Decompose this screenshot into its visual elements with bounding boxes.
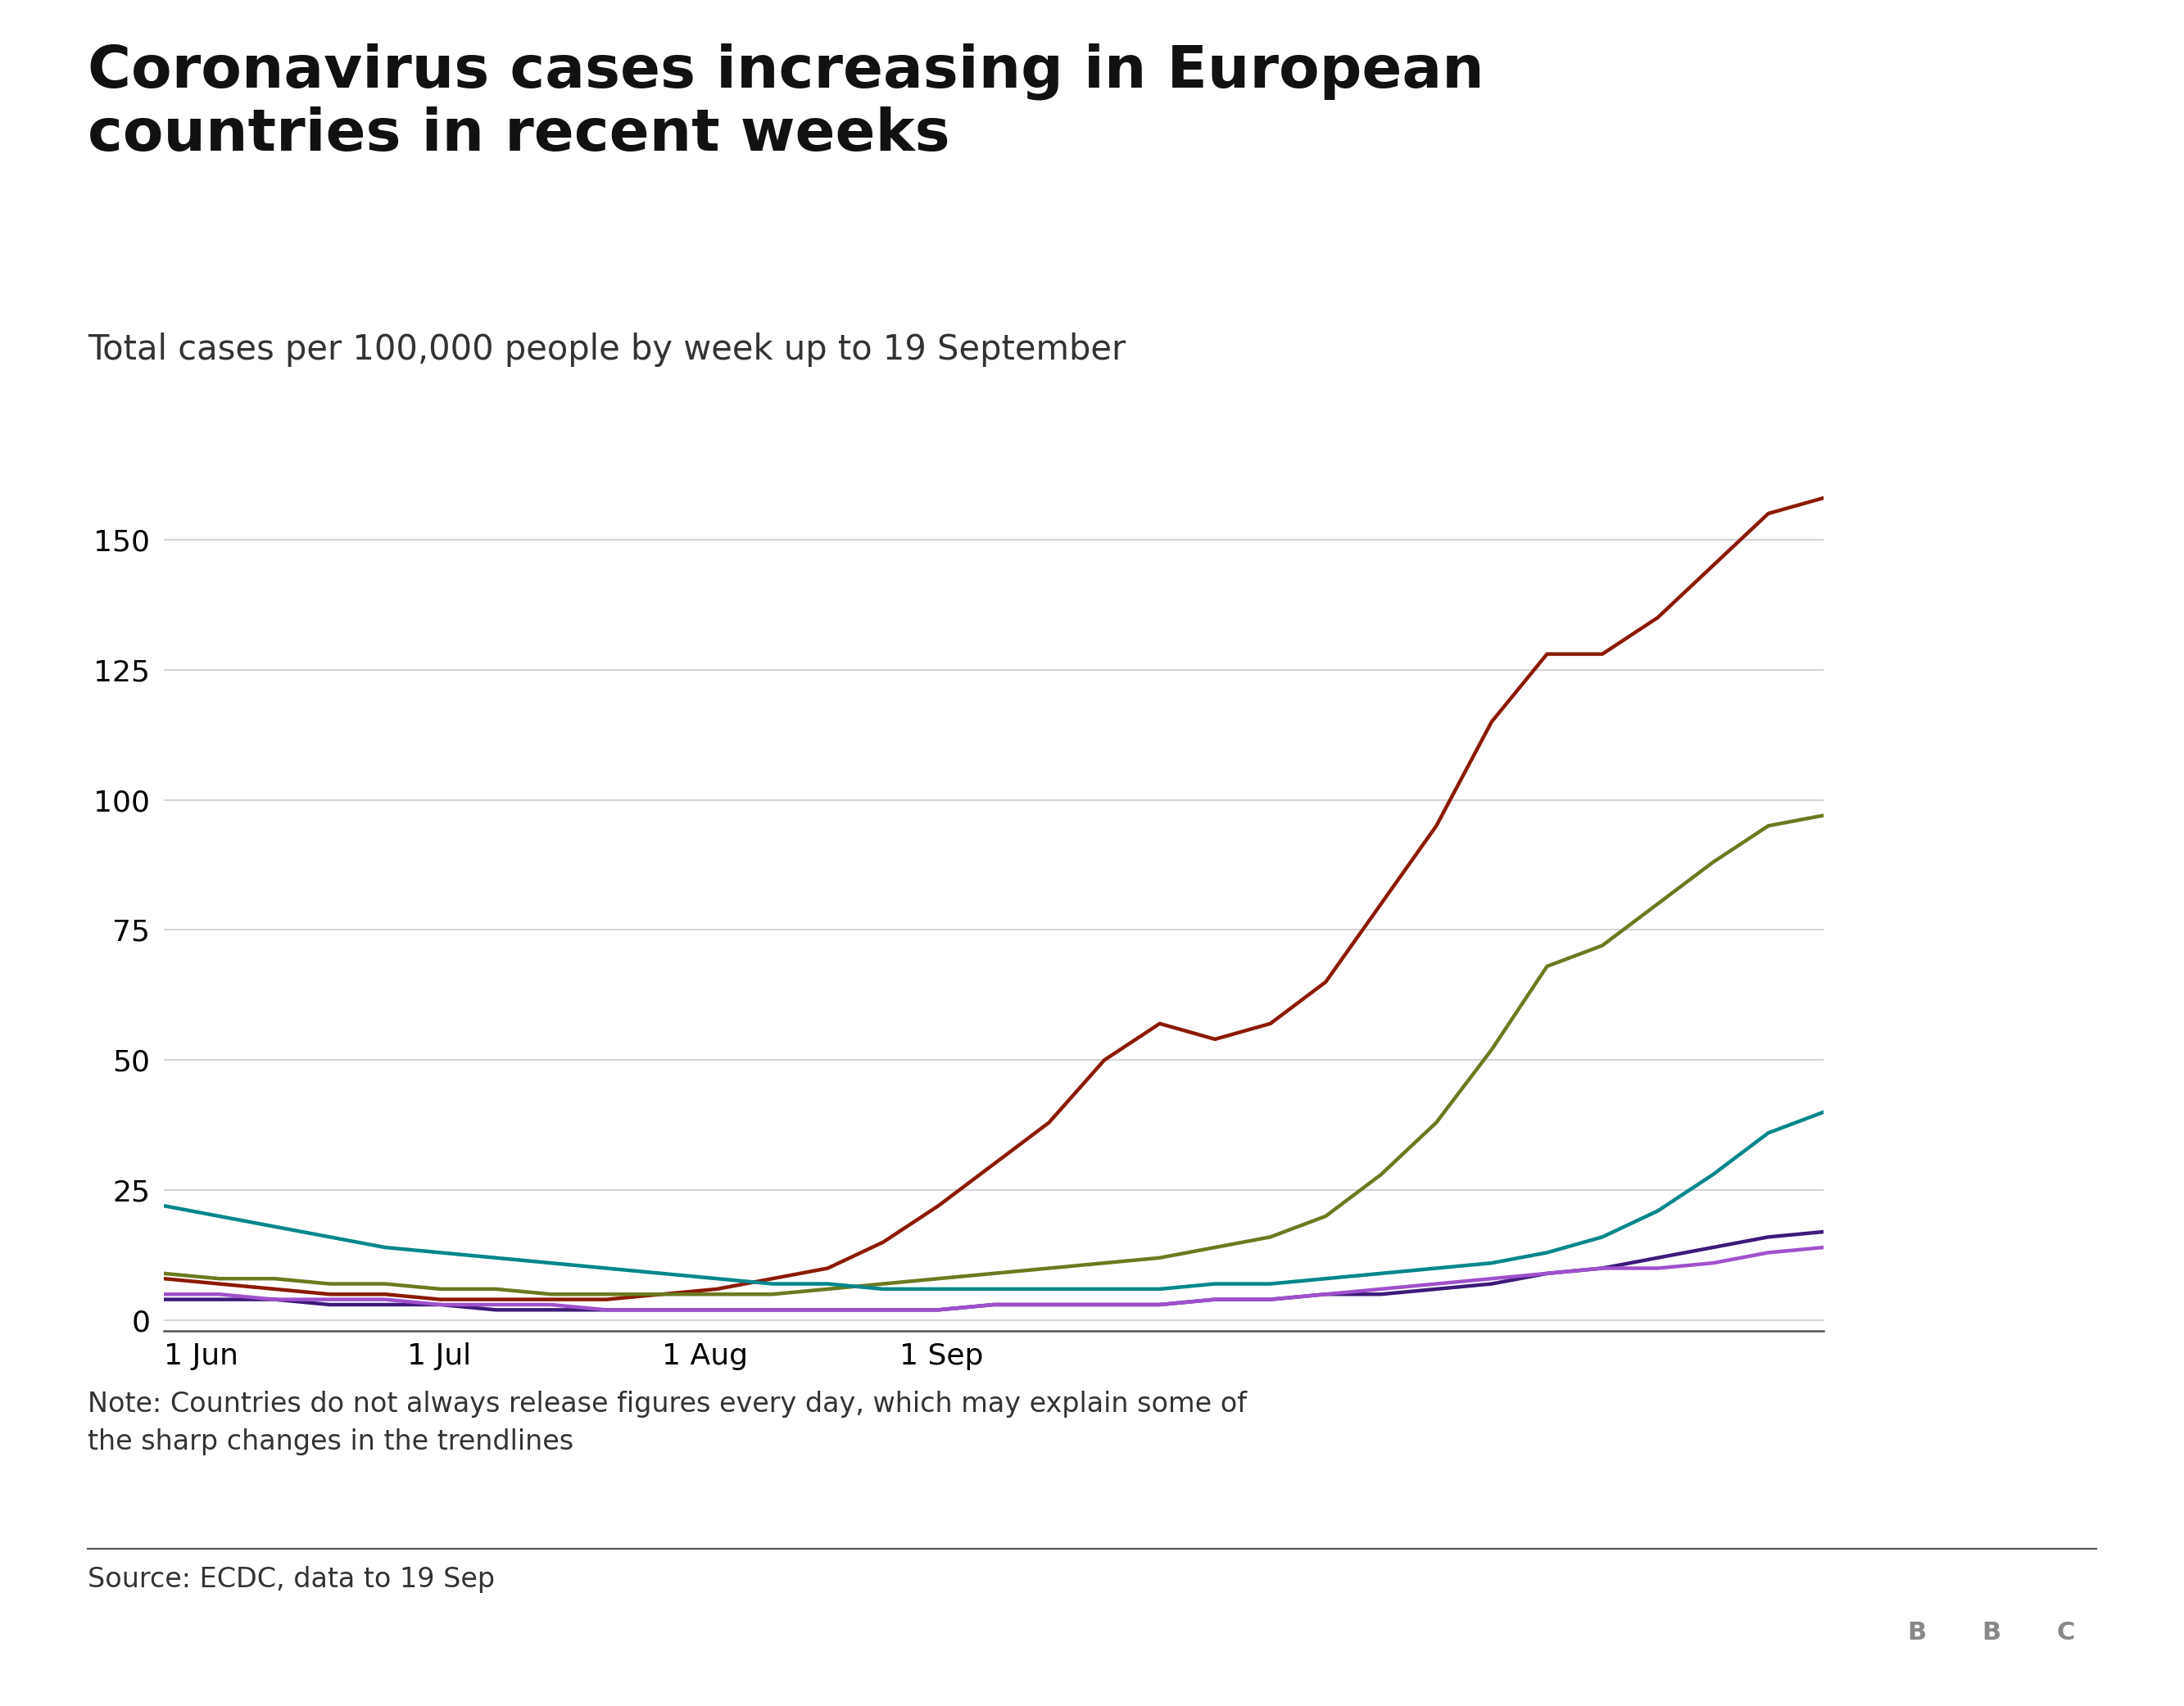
Text: Total cases per 100,000 people by week up to 19 September: Total cases per 100,000 people by week u… (87, 333, 1125, 367)
Text: B: B (1907, 1621, 1926, 1645)
Text: C: C (2057, 1621, 2075, 1645)
FancyBboxPatch shape (1963, 1590, 2018, 1675)
Text: B: B (1981, 1621, 2001, 1645)
FancyBboxPatch shape (2038, 1590, 2094, 1675)
Text: Note: Countries do not always release figures every day, which may explain some : Note: Countries do not always release fi… (87, 1390, 1247, 1455)
Text: Coronavirus cases increasing in European
countries in recent weeks: Coronavirus cases increasing in European… (87, 43, 1483, 162)
FancyBboxPatch shape (1889, 1590, 1944, 1675)
Text: Source: ECDC, data to 19 Sep: Source: ECDC, data to 19 Sep (87, 1566, 494, 1593)
